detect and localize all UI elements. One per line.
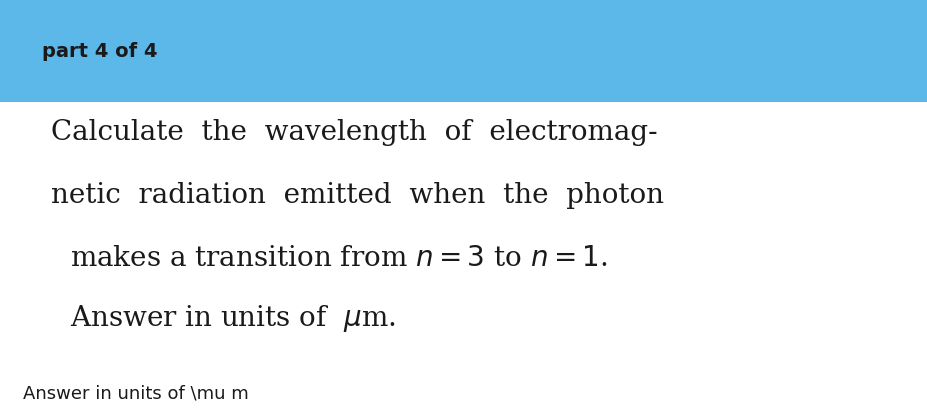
Text: part 4 of 4: part 4 of 4: [42, 42, 157, 61]
Text: Calculate  the  wavelength  of  electromag-: Calculate the wavelength of electromag-: [51, 119, 657, 146]
Text: Answer in units of \mu m: Answer in units of \mu m: [23, 385, 248, 403]
FancyBboxPatch shape: [0, 0, 927, 102]
Text: Answer in units of  $\mu$m.: Answer in units of $\mu$m.: [70, 303, 395, 334]
Text: netic  radiation  emitted  when  the  photon: netic radiation emitted when the photon: [51, 182, 664, 209]
Text: makes a transition from $n = 3$ to $n = 1$.: makes a transition from $n = 3$ to $n = …: [70, 245, 606, 272]
